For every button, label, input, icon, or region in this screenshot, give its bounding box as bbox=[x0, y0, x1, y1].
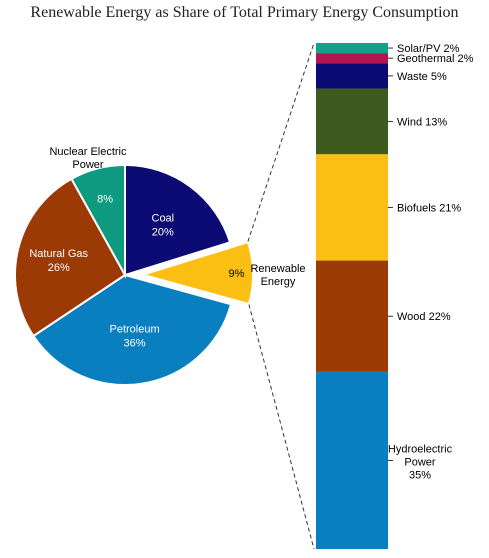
bar-label-wind-13: Wind 13% bbox=[397, 116, 447, 128]
connector-line-bottom bbox=[248, 304, 315, 550]
pie-value-petroleum: 36% bbox=[124, 338, 146, 350]
bar-label-geothermal-2: Geothermal 2% bbox=[397, 53, 474, 65]
bar-label-wood-22: Wood 22% bbox=[397, 311, 451, 323]
bar-label-hydroelectric-power-35: Hydroelectric Power 35% bbox=[388, 443, 453, 481]
bar-segment-solar-pv-2 bbox=[316, 43, 388, 54]
connector-lines bbox=[247, 42, 315, 550]
bar-segment-geothermal-2 bbox=[316, 53, 388, 64]
bar-label-biofuels-21: Biofuels 21% bbox=[397, 202, 461, 214]
chart-labels: Coal 20% 9% Petroleum 36% Natural Gas 26% 8% Nuc… bbox=[29, 43, 473, 481]
pie-value-nuclear-electric-power: 8% bbox=[97, 193, 113, 205]
breakdown-bar bbox=[316, 43, 393, 549]
connector-line-top bbox=[247, 42, 315, 242]
pie-slice-nuclear-electric-power bbox=[70, 163, 126, 279]
pie-value-coal: 20% bbox=[152, 227, 174, 239]
pie-slice-petroleum bbox=[32, 273, 233, 386]
pie-label-nuclear-electric-power: Nuclear Electric Power bbox=[49, 146, 127, 171]
bar-label-waste-5: Waste 5% bbox=[397, 71, 447, 83]
bar-label-solar-pv-2: Solar/PV 2% bbox=[397, 43, 460, 55]
pie-label-petroleum: Petroleum bbox=[109, 324, 159, 336]
pie-slice-natural-gas bbox=[14, 177, 127, 338]
pie-chart bbox=[14, 163, 254, 386]
pie-label-renewable-energy: Renewable Energy bbox=[250, 263, 305, 288]
pie-slice-renewable-energy bbox=[139, 240, 254, 306]
pie-label-natural-gas: Natural Gas bbox=[29, 248, 88, 260]
pie-value-natural-gas: 26% bbox=[48, 262, 70, 274]
pie-label-coal: Coal bbox=[152, 213, 175, 225]
chart-title: Renewable Energy as Share of Total Prima… bbox=[30, 4, 459, 21]
bar-segment-waste-5 bbox=[316, 63, 388, 89]
bar-segment-wood-22 bbox=[316, 260, 388, 372]
bar-segment-wind-13 bbox=[316, 88, 388, 155]
pie-slice-coal bbox=[124, 163, 232, 277]
pie-value-renewable-energy: 9% bbox=[229, 268, 245, 280]
bar-segment-biofuels-21 bbox=[316, 154, 388, 261]
bar-segment-hydroelectric-power-35 bbox=[316, 371, 388, 549]
